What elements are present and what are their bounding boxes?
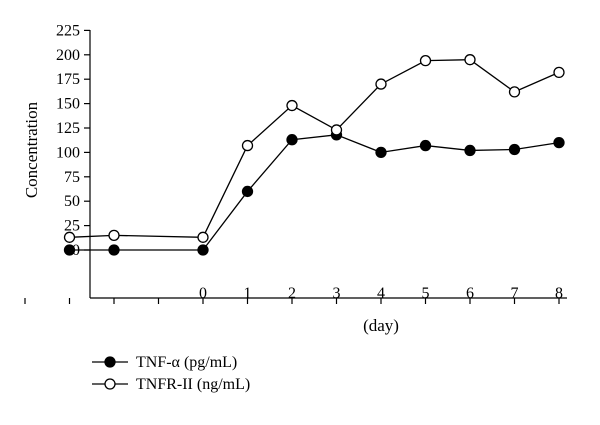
- y-tick-label: 100: [56, 144, 80, 161]
- x-tick-label: 2: [288, 285, 296, 302]
- data-point-2: [375, 78, 387, 90]
- x-tick-label: 8: [555, 285, 563, 302]
- legend-label: TNFR-II (ng/mL): [136, 376, 250, 393]
- data-point-2: [330, 124, 343, 136]
- data-point-1: [108, 244, 120, 256]
- data-point-2: [553, 66, 565, 79]
- data-point-2: [508, 86, 521, 98]
- y-tick-label: 175: [56, 71, 80, 88]
- x-tick-label: 1: [244, 285, 252, 302]
- x-tick-label: 0: [199, 285, 207, 302]
- series-points: [63, 54, 565, 256]
- y-tick-label: 125: [56, 120, 80, 137]
- data-point-2: [108, 229, 120, 242]
- y-axis-label: Concentration: [22, 101, 41, 198]
- data-point-1: [419, 139, 432, 152]
- x-axis-label: (day): [363, 316, 399, 335]
- data-point-2: [241, 139, 254, 152]
- x-tick-label: 6: [466, 285, 474, 302]
- y-tick-label: 150: [56, 96, 80, 113]
- data-point-1: [197, 244, 209, 256]
- data-point-2: [286, 99, 298, 112]
- legend: TNF-α (pg/mL) TNFR-II (ng/mL): [92, 354, 250, 393]
- data-point-1: [375, 146, 387, 159]
- series-line-2: [69, 59, 560, 238]
- y-tick-label: 50: [64, 193, 80, 210]
- data-point-2: [464, 54, 476, 66]
- data-point-1: [508, 143, 521, 156]
- y-tick-label: 225: [56, 22, 80, 39]
- series-line-1: [69, 134, 560, 251]
- legend-marker: [104, 356, 116, 368]
- y-tick-label: 25: [64, 218, 80, 235]
- x-tick-label: 5: [422, 285, 430, 302]
- x-tick-label: 7: [511, 285, 519, 302]
- data-point-2: [63, 231, 76, 243]
- data-point-1: [464, 144, 476, 157]
- x-tick-label: 3: [333, 285, 341, 302]
- x-tick-label: 4: [377, 285, 385, 302]
- legend-label: TNF-α (pg/mL): [136, 354, 237, 371]
- data-point-2: [419, 55, 432, 67]
- data-point-2: [197, 231, 209, 243]
- y-tick-label: 75: [64, 169, 80, 186]
- legend-marker: [104, 378, 116, 390]
- data-point-1: [553, 136, 565, 149]
- y-tick-label: 200: [56, 47, 80, 64]
- data-point-1: [286, 134, 298, 146]
- data-point-1: [63, 244, 76, 256]
- series-lines: [69, 59, 560, 251]
- data-point-1: [241, 185, 254, 198]
